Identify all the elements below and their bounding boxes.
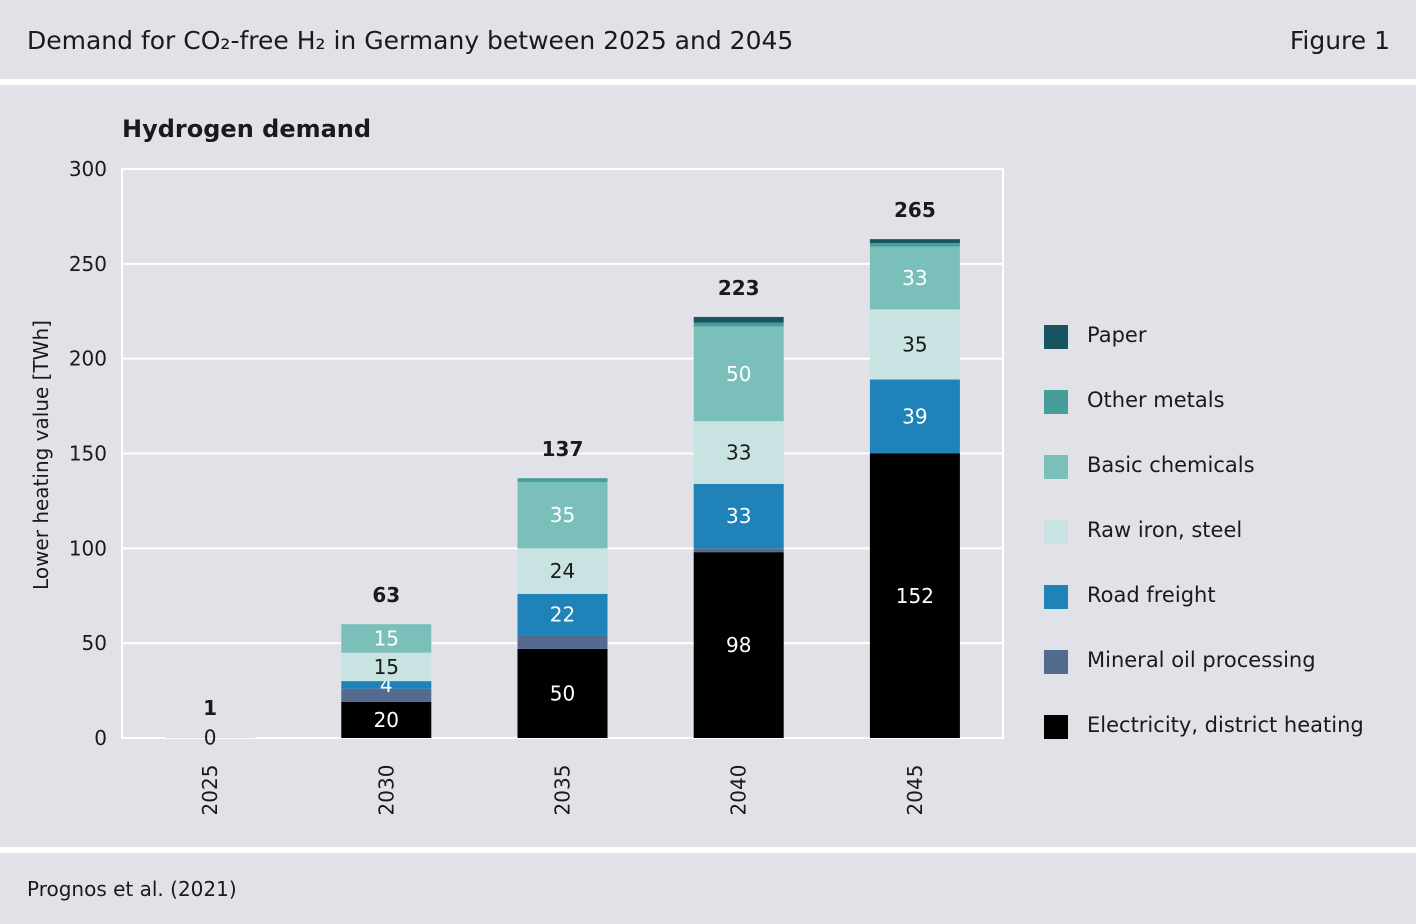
- legend-swatch: [1044, 650, 1068, 674]
- data-label: 15: [374, 655, 399, 679]
- data-label: 33: [726, 504, 751, 528]
- legend-item: Electricity, district heating: [1044, 712, 1404, 777]
- bar-segment: [517, 635, 608, 649]
- legend-label: Raw iron, steel: [1087, 518, 1243, 542]
- figure-number: Figure 1: [1289, 26, 1390, 55]
- x-tick-label: 2030: [374, 765, 398, 816]
- legend-label: Paper: [1087, 323, 1147, 347]
- bar-segment: [693, 548, 784, 553]
- x-tick-label: 2035: [551, 765, 575, 816]
- bar-segment: [341, 624, 432, 653]
- data-label: 50: [550, 681, 575, 705]
- bar-segment: [517, 648, 608, 738]
- bar-segment: [517, 481, 608, 549]
- bar-segment: [341, 688, 432, 702]
- data-label: 33: [902, 266, 927, 290]
- bar-segment: [693, 326, 784, 422]
- y-tick-label: 200: [69, 347, 107, 371]
- legend-swatch: [1044, 325, 1068, 349]
- legend-swatch: [1044, 520, 1068, 544]
- bar-segment: [869, 242, 960, 247]
- total-label: 223: [718, 276, 760, 300]
- header-bar: Demand for CO₂-free H₂ in Germany betwee…: [0, 0, 1416, 79]
- bar-segment: [165, 737, 256, 738]
- bar-segment: [341, 652, 432, 682]
- data-label: 0: [204, 726, 217, 750]
- legend-label: Mineral oil processing: [1087, 648, 1316, 672]
- legend-item: Paper: [1044, 322, 1404, 387]
- figure-title: Demand for CO₂-free H₂ in Germany betwee…: [27, 26, 794, 55]
- y-tick-label: 150: [69, 442, 107, 466]
- chart-legend: Paper Other metals Basic chemicals Raw iron…: [1044, 322, 1404, 777]
- total-label: 265: [894, 198, 936, 222]
- y-axis-label: Lower heating value [TWh]: [29, 320, 53, 590]
- y-tick-label: 100: [69, 536, 107, 560]
- legend-item: Basic chemicals: [1044, 452, 1404, 517]
- bar-segment: [869, 309, 960, 380]
- legend-swatch: [1044, 390, 1068, 414]
- data-label: 98: [726, 633, 751, 657]
- chart-title: Hydrogen demand: [122, 115, 371, 143]
- total-label: 1: [203, 696, 217, 720]
- legend-item: Other metals: [1044, 387, 1404, 452]
- x-tick-label: 2045: [903, 765, 927, 816]
- legend-label: Road freight: [1087, 583, 1216, 607]
- bar-segment: [341, 701, 432, 738]
- bar-segment: [693, 552, 784, 738]
- bar-segment: [869, 246, 960, 310]
- legend-label: Basic chemicals: [1087, 453, 1255, 477]
- total-label: 137: [542, 437, 584, 461]
- bar-segment: [869, 453, 960, 738]
- bar-segment: [693, 322, 784, 327]
- source-note: Prognos et al. (2021): [27, 877, 237, 901]
- legend-item: Raw iron, steel: [1044, 517, 1404, 582]
- data-label: 39: [902, 405, 927, 429]
- data-label: 24: [550, 559, 575, 583]
- data-label: 35: [550, 503, 575, 527]
- x-tick-label: 2025: [198, 765, 222, 816]
- x-tick-label: 2040: [727, 765, 751, 816]
- bar-segment: [869, 379, 960, 454]
- data-label: 22: [550, 603, 575, 627]
- bar-segment: [693, 421, 784, 484]
- bar-segment: [517, 548, 608, 594]
- y-tick-label: 300: [69, 157, 107, 181]
- data-label: 35: [902, 332, 927, 356]
- bar-segment: [693, 316, 784, 323]
- total-label: 63: [372, 583, 400, 607]
- footer-bar: Prognos et al. (2021): [0, 853, 1416, 924]
- y-tick-label: 250: [69, 252, 107, 276]
- y-tick-label: 0: [94, 726, 107, 750]
- data-label: 20: [374, 708, 399, 732]
- legend-swatch: [1044, 715, 1068, 739]
- legend-label: Other metals: [1087, 388, 1225, 412]
- data-label: 15: [374, 626, 399, 650]
- bar-segment: [341, 681, 432, 689]
- legend-swatch: [1044, 455, 1068, 479]
- bar-segment: [869, 239, 960, 243]
- bar-segment: [517, 478, 608, 482]
- bar-segment: [517, 593, 608, 636]
- data-label: 50: [726, 362, 751, 386]
- y-tick-label: 50: [82, 631, 107, 655]
- plot-area: 0501001502002503000120252041515632030502…: [69, 157, 1004, 816]
- legend-label: Electricity, district heating: [1087, 713, 1364, 737]
- legend-item: Road freight: [1044, 582, 1404, 647]
- data-label: 33: [726, 441, 751, 465]
- data-label: 152: [896, 584, 934, 608]
- legend-swatch: [1044, 585, 1068, 609]
- legend-item: Mineral oil processing: [1044, 647, 1404, 712]
- bar-segment: [693, 483, 784, 549]
